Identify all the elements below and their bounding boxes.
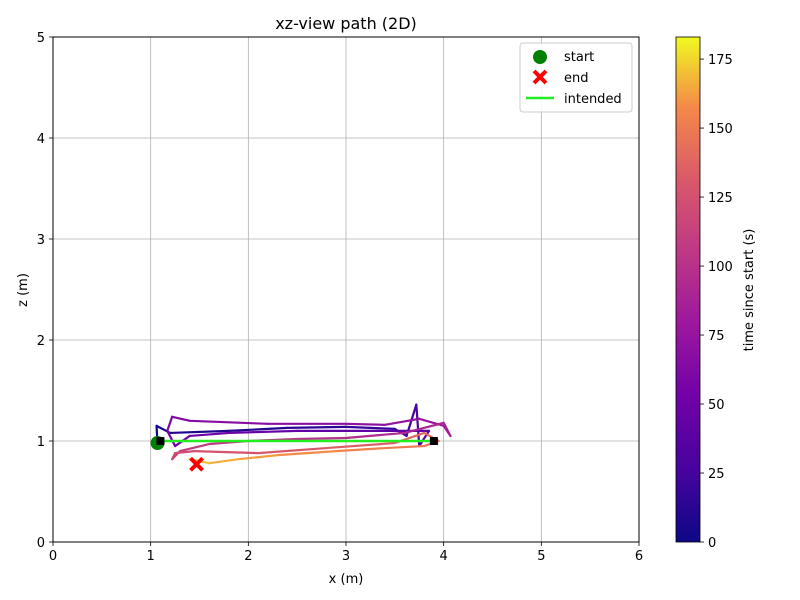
path-segment [227, 429, 299, 435]
path-segment [344, 425, 396, 430]
x-axis-ticks: 0 1 2 3 4 5 6 [49, 542, 643, 564]
waypoint-marker [429, 437, 438, 445]
colorbar-tick-label: 125 [708, 191, 733, 206]
path-segment [383, 444, 426, 450]
path-segment [296, 436, 348, 441]
x-tick-label: 3 [342, 549, 350, 564]
legend-start-label: start [564, 50, 594, 65]
x-axis-label: x (m) [329, 572, 364, 587]
markers [150, 436, 438, 472]
path-segment [188, 419, 269, 425]
colorbar-tick-label: 0 [708, 536, 716, 551]
colorbar-tick-label: 100 [708, 260, 733, 275]
grid-lines [52, 36, 640, 543]
path-segment [188, 431, 230, 438]
waypoint-marker [156, 437, 165, 445]
chart-title: xz-view path (2D) [275, 14, 417, 33]
end-marker [189, 456, 204, 472]
legend-box [519, 42, 633, 113]
path-segment [208, 458, 240, 465]
y-tick-label: 5 [37, 31, 45, 46]
colorbar [675, 36, 701, 543]
path-segment [178, 442, 211, 453]
y-tick-label: 0 [37, 536, 45, 551]
end-marker-stroke [189, 456, 204, 472]
path-segment [171, 415, 191, 422]
x-tick-label: 1 [147, 549, 155, 564]
x-tick-label: 6 [635, 549, 643, 564]
x-tick-label: 4 [440, 549, 448, 564]
path-segment [403, 421, 445, 435]
colorbar-tick-label: 175 [708, 53, 733, 68]
x-tick-label: 5 [537, 549, 545, 564]
colorbar-tick-label: 50 [708, 398, 725, 413]
y-axis-ticks: 0 1 2 3 4 5 [37, 31, 53, 551]
y-tick-label: 4 [37, 132, 45, 147]
path-segment [344, 422, 387, 426]
y-tick-label: 3 [37, 233, 45, 248]
y-axis-label: z (m) [16, 273, 31, 307]
path-segment [171, 452, 177, 461]
colorbar-label: time since start (s) [742, 229, 757, 352]
legend-end-marker [532, 69, 548, 85]
legend-intended-label: intended [564, 92, 622, 107]
path-lines [155, 403, 452, 466]
path-segment [173, 450, 196, 455]
path-segment [166, 429, 177, 448]
path-segment [415, 403, 421, 448]
colorbar-tick-label: 25 [708, 467, 725, 482]
path-segment [442, 421, 452, 438]
x-tick-label: 0 [49, 549, 57, 564]
path-segment [383, 417, 421, 426]
path-segment [237, 454, 279, 461]
colorbar-ticks: 0 25 50 75 100 125 150 175 [700, 53, 733, 551]
path-segment [418, 429, 431, 448]
path-segment [276, 450, 338, 457]
y-tick-label: 1 [37, 435, 45, 450]
path-segment [227, 426, 289, 432]
colorbar-tick-label: 150 [708, 122, 733, 137]
x-tick-label: 2 [244, 549, 252, 564]
path-segment [335, 446, 387, 453]
path-segment [166, 415, 174, 432]
y-tick-label: 2 [37, 334, 45, 349]
path-segment [344, 431, 406, 440]
path-segment [169, 429, 230, 435]
legend: start end intended [519, 42, 633, 113]
path-segment [325, 441, 396, 450]
legend-start-marker [533, 50, 547, 64]
path-segment [286, 425, 348, 429]
path-segment [193, 450, 260, 455]
path-segment [257, 446, 328, 455]
legend-end-label: end [564, 71, 589, 86]
colorbar-tick-label: 75 [708, 329, 725, 344]
